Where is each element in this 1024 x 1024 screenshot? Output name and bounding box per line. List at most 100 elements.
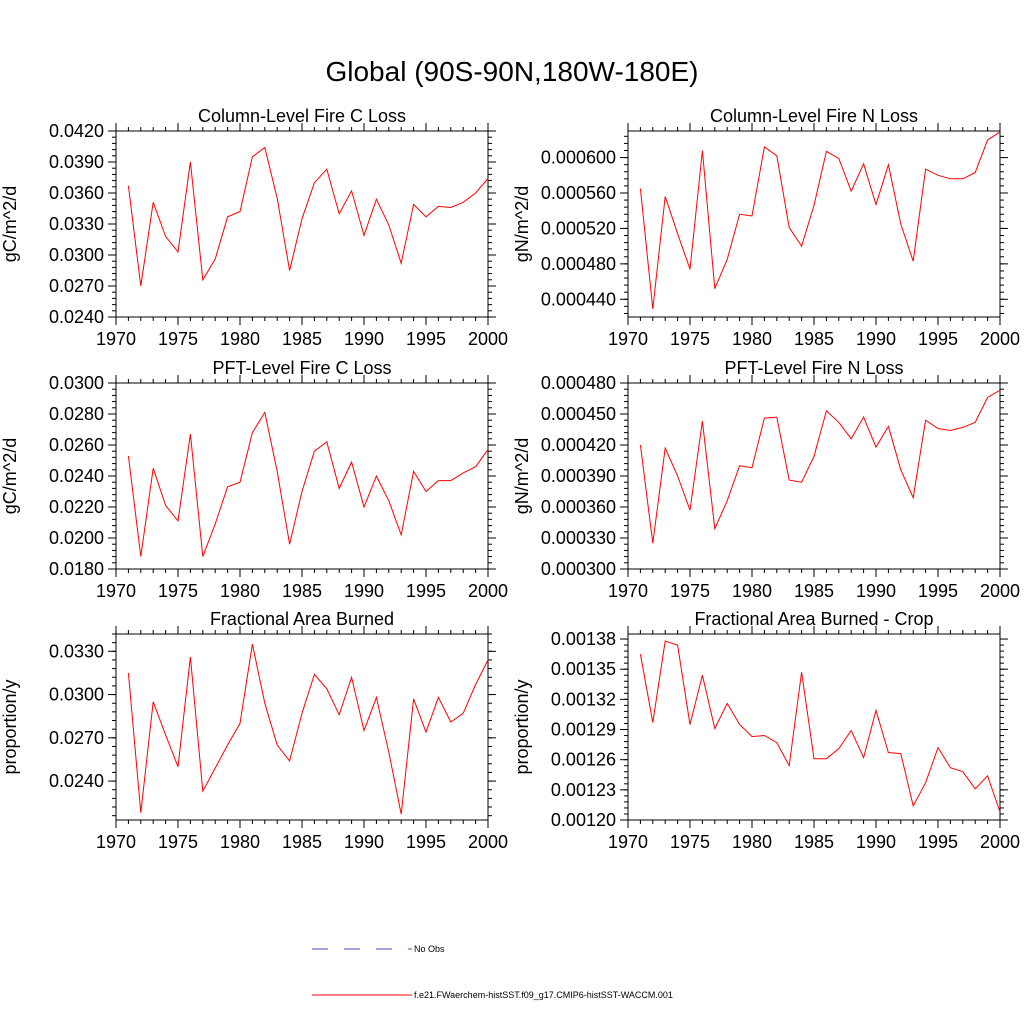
panel-title: Column-Level Fire C Loss (198, 106, 406, 126)
y-tick-label: 0.0240 (49, 771, 104, 791)
x-tick-label: 1990 (344, 329, 384, 349)
x-tick-label: 1985 (282, 329, 322, 349)
y-tick-label: 0.0330 (49, 641, 104, 661)
chart-panel-1: Column-Level Fire C Loss gC/m^2/d 1970 1975… (0, 106, 508, 349)
y-axis-label: gN/m^2/d (512, 186, 532, 262)
y-tick-label: 0.000520 (541, 218, 616, 238)
y-tick-label: 0.000600 (541, 148, 616, 168)
y-tick-label: 0.0300 (49, 685, 104, 705)
y-tick-label: 0.000300 (541, 559, 616, 579)
y-tick-label: 0.000330 (541, 528, 616, 548)
series-line-1 (639, 640, 1001, 813)
plot-frame (115, 382, 489, 570)
legend-model-label: f.e21.FWaerchem-histSST.f09_g17.CMIP6-hi… (414, 990, 673, 1000)
plot-frame (115, 633, 489, 821)
y-tick-label: 0.0270 (49, 728, 104, 748)
legend: No Obs f.e21.FWaerchem-histSST.f09_g17.CM… (312, 944, 673, 1000)
x-tick-label: 2000 (468, 832, 508, 852)
x-tick-label: 1995 (406, 832, 446, 852)
x-tick-label: 2000 (980, 832, 1020, 852)
y-tick-label: 0.000450 (541, 404, 616, 424)
chart-panel-2: Column-Level Fire N Loss gN/m^2/d 1970 1975… (512, 106, 1020, 349)
x-tick-label: 1995 (918, 581, 958, 601)
x-tick-label: 1970 (96, 329, 136, 349)
y-tick-label: 0.00138 (551, 629, 616, 649)
y-axis-label: gC/m^2/d (0, 186, 20, 262)
y-tick-label: 0.0270 (49, 276, 104, 296)
y-tick-label: 0.0360 (49, 183, 104, 203)
x-tick-label: 1980 (732, 832, 772, 852)
x-tick-label: 1995 (918, 329, 958, 349)
series-line-1 (639, 131, 1001, 310)
x-tick-label: 1975 (670, 581, 710, 601)
x-tick-label: 1975 (670, 832, 710, 852)
x-tick-label: 1975 (158, 329, 198, 349)
x-tick-label: 1985 (794, 832, 834, 852)
y-tick-label: 0.000390 (541, 466, 616, 486)
y-tick-label: 0.000440 (541, 289, 616, 309)
legend-obs-label: No Obs (414, 944, 445, 954)
y-axis-label: proportion/y (0, 679, 20, 774)
chart-panel-5: Fractional Area Burned proportion/y 1970 19… (0, 609, 508, 852)
chart-panel-4: PFT-Level Fire N Loss gN/m^2/d 1970 1975 198… (512, 358, 1020, 601)
y-tick-label: 0.000420 (541, 435, 616, 455)
y-tick-label: 0.000560 (541, 183, 616, 203)
x-tick-label: 1985 (282, 581, 322, 601)
x-tick-label: 1970 (608, 329, 648, 349)
panel-title: Column-Level Fire N Loss (710, 106, 918, 126)
y-tick-label: 0.0220 (49, 497, 104, 517)
y-axis-label: gC/m^2/d (0, 438, 20, 514)
x-tick-label: 1985 (794, 581, 834, 601)
y-tick-label: 0.00123 (551, 780, 616, 800)
x-tick-label: 1990 (856, 832, 896, 852)
x-tick-label: 1990 (856, 581, 896, 601)
panel-title: Fractional Area Burned (210, 609, 394, 629)
y-tick-label: 0.0390 (49, 152, 104, 172)
y-axis-label: proportion/y (512, 679, 532, 774)
x-tick-label: 1995 (406, 329, 446, 349)
y-tick-label: 0.00126 (551, 750, 616, 770)
main-title: Global (90S-90N,180W-180E) (325, 56, 699, 87)
x-tick-label: 1990 (344, 832, 384, 852)
y-tick-label: 0.0300 (49, 373, 104, 393)
x-tick-label: 1980 (220, 581, 260, 601)
x-tick-label: 1980 (220, 329, 260, 349)
y-tick-label: 0.000480 (541, 254, 616, 274)
panel-title: PFT-Level Fire C Loss (212, 358, 391, 378)
y-tick-label: 0.0180 (49, 559, 104, 579)
series-line-1 (639, 389, 1001, 544)
x-tick-label: 2000 (468, 581, 508, 601)
x-tick-label: 1975 (670, 329, 710, 349)
series-line-1 (127, 643, 489, 815)
x-tick-label: 1985 (794, 329, 834, 349)
y-tick-label: 0.000480 (541, 373, 616, 393)
plot-frame (627, 382, 1001, 570)
series-line-1 (127, 411, 489, 557)
x-tick-label: 1970 (96, 581, 136, 601)
y-tick-label: 0.00135 (551, 659, 616, 679)
x-tick-label: 1990 (856, 329, 896, 349)
y-tick-label: 0.000360 (541, 497, 616, 517)
panel-title: PFT-Level Fire N Loss (724, 358, 903, 378)
x-tick-label: 1990 (344, 581, 384, 601)
x-tick-label: 2000 (980, 329, 1020, 349)
series-line-1 (127, 146, 489, 287)
panel-title: Fractional Area Burned - Crop (694, 609, 933, 629)
x-tick-label: 2000 (468, 329, 508, 349)
y-axis-label: gN/m^2/d (512, 438, 532, 514)
x-tick-label: 1980 (220, 832, 260, 852)
plot-frame (627, 130, 1001, 318)
y-tick-label: 0.0330 (49, 214, 104, 234)
x-tick-label: 1970 (96, 832, 136, 852)
x-tick-label: 1980 (732, 581, 772, 601)
plot-frame (115, 130, 489, 318)
x-tick-label: 1995 (918, 832, 958, 852)
y-tick-label: 0.0240 (49, 466, 104, 486)
y-tick-label: 0.00129 (551, 720, 616, 740)
x-tick-label: 1975 (158, 581, 198, 601)
y-tick-label: 0.0240 (49, 307, 104, 327)
y-tick-label: 0.0420 (49, 121, 104, 141)
chart-panel-3: PFT-Level Fire C Loss gC/m^2/d 1970 1975 198… (0, 358, 508, 601)
x-tick-label: 1970 (608, 832, 648, 852)
